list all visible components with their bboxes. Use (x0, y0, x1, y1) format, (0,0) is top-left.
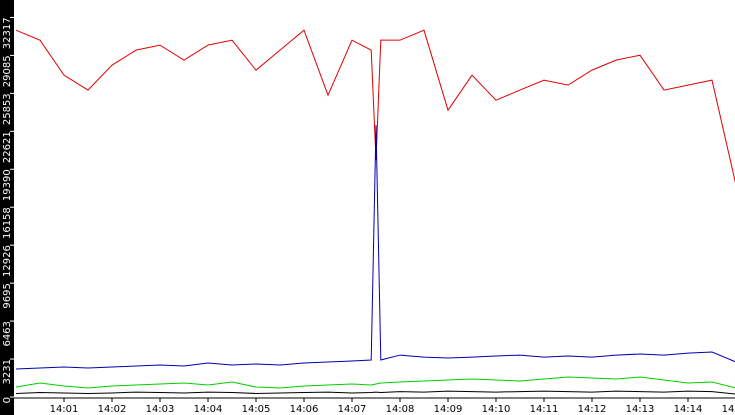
y-tick-label: 0 (2, 397, 13, 403)
series-line (15, 390, 735, 395)
y-tick-label: 3231 (2, 359, 13, 384)
y-tick-label: 32317 (2, 17, 13, 49)
y-tick-label: 6463 (2, 321, 13, 346)
x-tick-label: 14:09 (434, 404, 463, 415)
x-tick-label: 14:11 (530, 404, 559, 415)
x-tick-label: 14:13 (626, 404, 655, 415)
y-tick-label: 29085 (2, 55, 13, 87)
x-tick-label: 14:07 (338, 404, 367, 415)
y-axis-strip (0, 0, 14, 415)
x-tick-label: 14:01 (50, 404, 79, 415)
x-tick-label: 14:02 (98, 404, 127, 415)
x-tick-label: 14:04 (194, 404, 223, 415)
y-tick-label: 25853 (2, 93, 13, 125)
series-line (15, 125, 735, 370)
y-tick-label: 9695 (2, 283, 13, 308)
x-tick-label: 14:03 (146, 404, 175, 415)
x-tick-label: 14:12 (578, 404, 607, 415)
x-tick-label: 14:15 (722, 404, 735, 415)
x-tick-label: 14:14 (674, 404, 703, 415)
series-line (15, 376, 735, 389)
x-tick-label: 14:06 (290, 404, 319, 415)
y-tick-label: 19390 (2, 169, 13, 201)
x-tick-label: 14:10 (482, 404, 511, 415)
y-tick-label: 12926 (2, 245, 13, 277)
y-tick-label: 22621 (2, 131, 13, 163)
y-tick-label: 16158 (2, 207, 13, 239)
x-tick-label: 14:05 (242, 404, 271, 415)
x-tick-label: 14:08 (386, 404, 415, 415)
series-line (15, 29, 735, 183)
